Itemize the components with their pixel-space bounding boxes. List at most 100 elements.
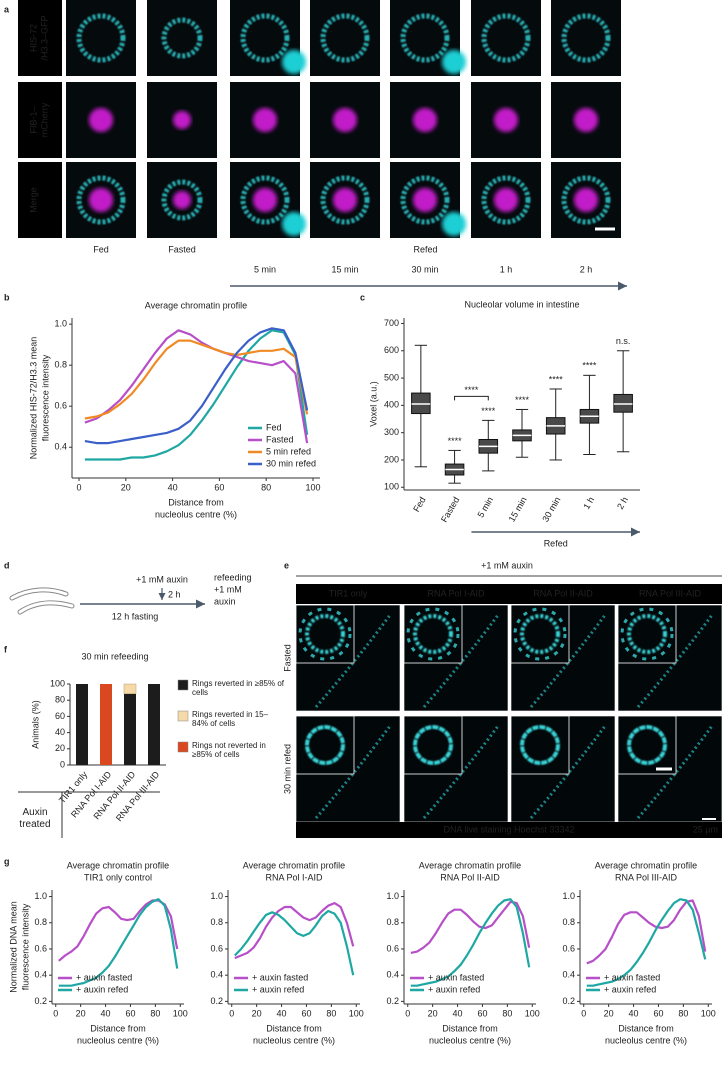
nucleolus	[413, 108, 437, 132]
legend-label: Rings reverted in 15–84% of cells	[192, 710, 269, 728]
y-tick-label: 40	[55, 727, 65, 737]
nucleolus	[173, 111, 191, 129]
legend-label: + auxin fasted	[428, 972, 484, 982]
time-label: 2 h	[580, 264, 593, 274]
chromatin-ring	[320, 175, 370, 225]
series-line	[84, 339, 309, 420]
time-label: 5 min	[254, 264, 276, 274]
inset	[510, 715, 570, 775]
legend-swatch	[177, 741, 189, 753]
scale-bar-label: 25 μm	[693, 824, 718, 834]
nucleolus	[413, 188, 437, 212]
y-axis-label: Animals (%)	[30, 700, 40, 749]
significance: ****	[448, 436, 463, 446]
nucleolus	[89, 188, 113, 212]
chromatin-ring	[240, 13, 290, 63]
y-tick-label: 0.6	[210, 943, 223, 953]
x-tick-label: 80	[150, 1008, 160, 1018]
panel-letter: e	[284, 560, 289, 570]
column-label: RNA Pol II-AID	[533, 588, 593, 598]
treatment-label: +1 mM auxin	[481, 560, 533, 570]
x-axis-label: Distance from	[90, 1023, 146, 1033]
x-tick-label: 20	[428, 1008, 438, 1018]
column-label: RNA Pol III-AID	[639, 588, 702, 598]
chromatin-ring	[481, 175, 531, 225]
x-tick-label: 100	[349, 1008, 364, 1018]
inset	[295, 604, 355, 664]
row-label: /H3.3–GFP	[39, 15, 49, 60]
x-tick-label: 100	[173, 1008, 188, 1018]
y-tick-label: 1.0	[386, 891, 399, 901]
row-label-box	[18, 82, 62, 158]
x-tick-label: 100	[305, 482, 320, 492]
bracket	[454, 395, 489, 401]
chromatin-ring	[240, 175, 290, 225]
y-tick-label: 0.4	[54, 442, 67, 452]
x-tick-label: 100	[525, 1008, 540, 1018]
auxin-label: +1 mM auxin	[136, 574, 188, 584]
column-label: Fed	[93, 244, 109, 254]
y-axis-label: Normalized DNA mean	[8, 901, 18, 993]
bar-segment	[76, 684, 88, 765]
group-label: Refed	[413, 244, 437, 254]
chromatin-ring	[76, 175, 126, 225]
gut-nuclei	[636, 614, 714, 708]
nucleolus	[89, 108, 113, 132]
gut-nuclei	[314, 725, 392, 819]
chromatin-ring	[400, 13, 450, 63]
x-tick-label: 1 h	[581, 495, 596, 511]
y-tick-label: 0.2	[34, 996, 47, 1006]
nucleolus	[494, 188, 518, 212]
gut-nuclei	[529, 725, 607, 819]
series-line	[58, 898, 179, 987]
row-label: Auxin treated	[19, 807, 51, 830]
y-tick-label: 0.2	[386, 996, 399, 1006]
legend-label: Rings reverted in ≥85% of cells	[192, 679, 284, 697]
legend-label: + auxin refed	[604, 984, 656, 994]
x-tick-label: 0	[229, 1008, 234, 1018]
chromatin-ring	[320, 13, 370, 63]
y-tick-label: 100	[50, 678, 65, 688]
x-tick-label: 80	[678, 1008, 688, 1018]
x-axis-label: nucleolus centre (%)	[155, 509, 237, 519]
chart-title: Average chromatin profile	[145, 300, 247, 310]
row-label: FIB-1–	[28, 106, 38, 133]
chart-title: Average chromatin profile	[67, 860, 169, 870]
nucleolus	[333, 108, 357, 132]
x-tick-label: 60	[125, 1008, 135, 1018]
x-axis-label: Distance from	[266, 1023, 322, 1033]
x-axis-label: Distance from	[168, 497, 224, 507]
micrograph	[147, 0, 217, 76]
x-tick-label: 2 h	[615, 495, 630, 511]
legend-swatch	[177, 710, 189, 722]
x-axis-label: nucleolus centre (%)	[77, 1035, 159, 1045]
inset-ring	[627, 725, 667, 765]
x-tick-label: 40	[101, 1008, 111, 1018]
legend-label: + auxin refed	[252, 984, 304, 994]
series-line	[84, 329, 309, 444]
row-label: Merge	[28, 187, 38, 213]
significance: ****	[481, 406, 496, 416]
y-tick-label: 0.4	[562, 970, 575, 980]
y-tick-label: 0	[60, 759, 65, 769]
nucleolus	[253, 108, 277, 132]
legend-label: + auxin fasted	[76, 972, 132, 982]
panel-letter: g	[4, 856, 10, 866]
series-line	[84, 329, 309, 461]
chart-title: Average chromatin profile	[243, 860, 345, 870]
x-tick-label: 40	[277, 1008, 287, 1018]
chart-title: RNA Pol I-AID	[265, 872, 323, 882]
y-tick-label: 0.6	[34, 943, 47, 953]
x-tick-label: 80	[326, 1008, 336, 1018]
row-label: 30 min refed	[282, 744, 292, 794]
y-tick-label: 0.6	[562, 943, 575, 953]
y-tick-label: 0.6	[54, 401, 67, 411]
series-line	[234, 902, 355, 960]
y-tick-label: 700	[384, 318, 399, 328]
y-tick-label: 0.4	[34, 970, 47, 980]
inset	[295, 715, 355, 775]
column-label: TIR1 only	[329, 588, 368, 598]
row-label: HIS-72	[28, 24, 38, 52]
panel-letter: a	[4, 4, 10, 14]
series-line	[410, 898, 531, 987]
